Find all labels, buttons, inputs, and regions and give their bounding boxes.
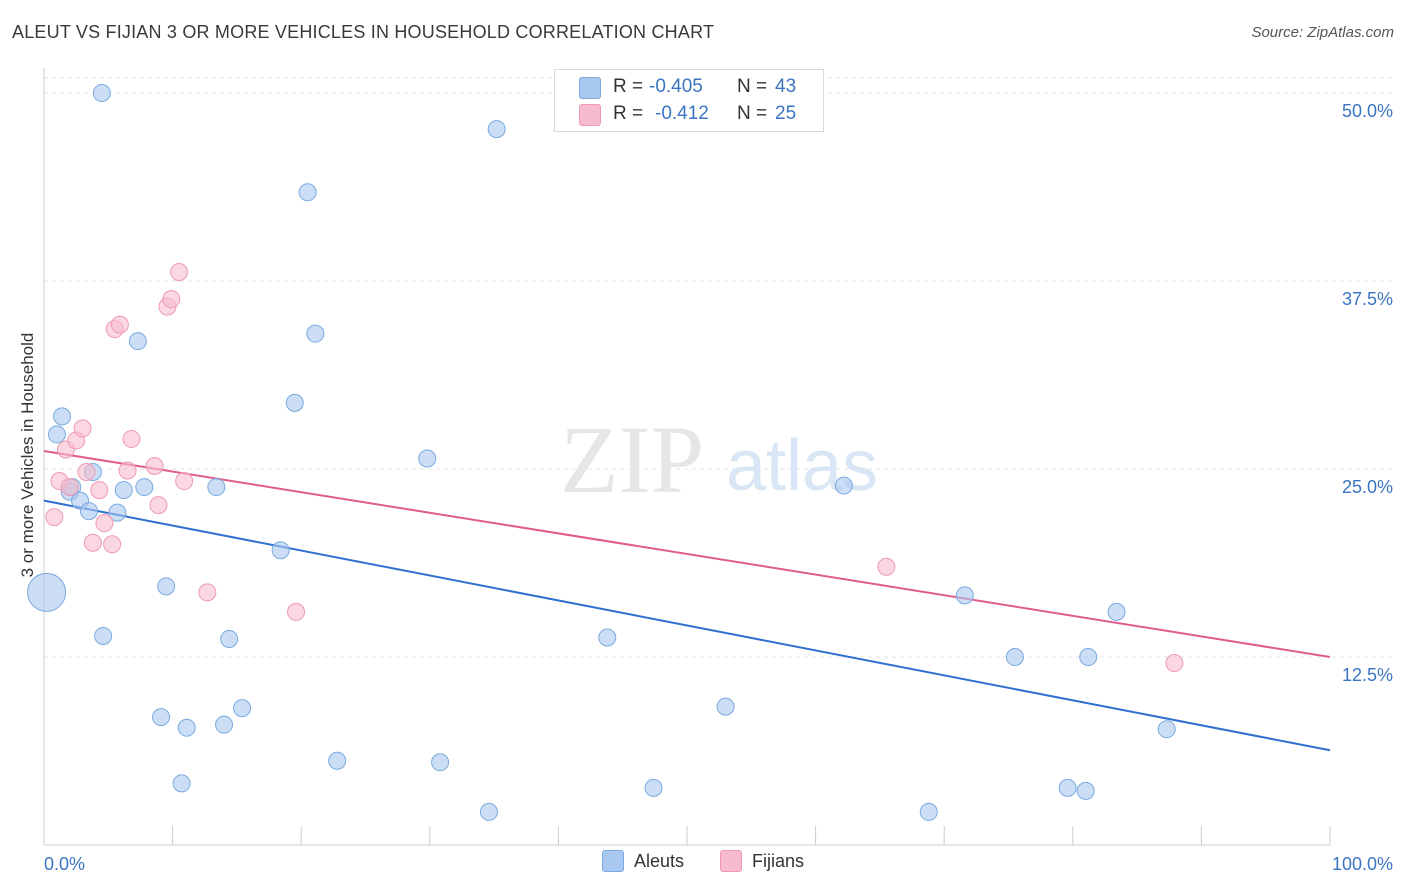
aleut-point xyxy=(172,774,191,793)
tick-labels: 12.5% 25.0% 37.5% 50.0% 0.0% 100.0% xyxy=(44,101,1393,874)
aleut-point xyxy=(53,407,72,426)
aleut-point xyxy=(177,718,196,737)
aleut-point xyxy=(644,778,663,797)
aleut-trendline xyxy=(43,499,1331,752)
aleut-point xyxy=(1058,778,1077,797)
aleut-point xyxy=(328,751,347,770)
aleut-point xyxy=(716,697,735,716)
aleut-point xyxy=(1157,720,1176,739)
aleut-point xyxy=(418,449,437,468)
fijian-r-value: -0.412 xyxy=(655,103,709,124)
fijian-point xyxy=(45,508,64,527)
y-tick-label: 12.5% xyxy=(1342,665,1393,685)
aleut-point xyxy=(1005,648,1024,667)
fijian-point xyxy=(60,478,79,497)
aleut-point xyxy=(271,541,290,560)
aleut-point xyxy=(152,708,171,727)
legend-aleuts-swatch xyxy=(601,850,624,872)
aleut-point xyxy=(114,481,133,500)
aleut-point xyxy=(487,120,506,139)
data-points xyxy=(27,84,1184,821)
aleut-point xyxy=(47,425,66,444)
aleut-point xyxy=(479,802,498,821)
aleut-point xyxy=(306,324,325,343)
aleut-point xyxy=(233,699,252,718)
aleut-point xyxy=(27,572,67,612)
aleut-point xyxy=(285,393,304,412)
fijian-n-value: 25 xyxy=(775,103,797,124)
aleut-point xyxy=(598,628,617,647)
aleut-point xyxy=(1079,648,1098,667)
fijian-point xyxy=(77,463,96,482)
fijian-point xyxy=(145,457,164,476)
fijian-point xyxy=(149,496,168,515)
trendlines xyxy=(43,449,1331,752)
fijian-point xyxy=(122,429,141,448)
x-tick-label-max: 100.0% xyxy=(1332,854,1393,874)
legend-fijians-label: Fijians xyxy=(752,850,805,871)
aleut-point xyxy=(834,476,853,495)
fijian-point xyxy=(1165,654,1184,673)
fijian-swatch xyxy=(579,104,601,126)
aleut-point xyxy=(220,629,239,648)
legend-item-aleuts: Aleuts xyxy=(601,850,684,872)
y-tick-label: 37.5% xyxy=(1342,289,1393,309)
fijian-point xyxy=(175,472,194,491)
aleut-n-value: 43 xyxy=(775,76,797,97)
aleut-point xyxy=(1107,602,1126,621)
series-legend: Aleuts Fijians xyxy=(0,850,1406,872)
fijian-point xyxy=(95,514,114,533)
fijian-r-label: R = xyxy=(613,103,644,124)
aleut-n-label: N = xyxy=(737,76,768,97)
watermark-atlas: atlas xyxy=(726,426,878,506)
legend-fijians-swatch xyxy=(720,850,742,872)
aleut-point xyxy=(135,478,154,497)
fijian-point xyxy=(73,419,92,438)
fijian-point xyxy=(83,533,102,552)
y-tick-label: 25.0% xyxy=(1342,477,1393,497)
aleut-r-value: -0.405 xyxy=(649,76,703,97)
fijian-point xyxy=(90,481,109,500)
gridlines xyxy=(44,77,1392,658)
fijian-point xyxy=(103,535,122,554)
fijian-point xyxy=(877,557,896,576)
aleut-r-label: R = xyxy=(613,76,644,97)
fijian-n-label: N = xyxy=(737,103,768,124)
aleut-point xyxy=(919,802,938,821)
watermark-zip: ZIP xyxy=(560,406,704,513)
fijian-trendline xyxy=(43,449,1331,658)
stats-legend: R = -0.405 N = 43 R = -0.412 N = 25 xyxy=(554,69,824,132)
aleut-point xyxy=(108,503,127,522)
aleut-point xyxy=(80,502,99,521)
legend-aleuts-label: Aleuts xyxy=(633,850,684,871)
axes xyxy=(43,68,1331,846)
aleut-swatch xyxy=(579,77,601,99)
legend-item-fijians: Fijians xyxy=(720,850,804,872)
fijian-point xyxy=(118,461,137,480)
x-tick-label-min: 0.0% xyxy=(44,854,85,874)
aleut-point xyxy=(431,753,450,772)
aleut-point xyxy=(215,715,234,734)
chart-title: ALEUT VS FIJIAN 3 OR MORE VEHICLES IN HO… xyxy=(12,22,715,42)
aleut-point xyxy=(157,577,176,596)
fijian-point xyxy=(162,290,181,309)
aleut-point xyxy=(1076,781,1095,800)
aleut-point xyxy=(955,586,974,605)
fijian-point xyxy=(198,583,217,602)
aleut-point xyxy=(128,332,147,351)
fijian-point xyxy=(287,602,306,621)
aleut-point xyxy=(298,183,317,202)
fijian-point xyxy=(110,315,129,334)
source-label: Source: ZipAtlas.com xyxy=(1251,24,1394,41)
aleut-point xyxy=(92,84,111,103)
aleut-point xyxy=(94,626,113,645)
y-tick-label: 50.0% xyxy=(1342,101,1393,121)
aleut-point xyxy=(207,478,226,497)
watermark: ZIP atlas xyxy=(560,406,878,513)
fijian-point xyxy=(170,263,189,282)
